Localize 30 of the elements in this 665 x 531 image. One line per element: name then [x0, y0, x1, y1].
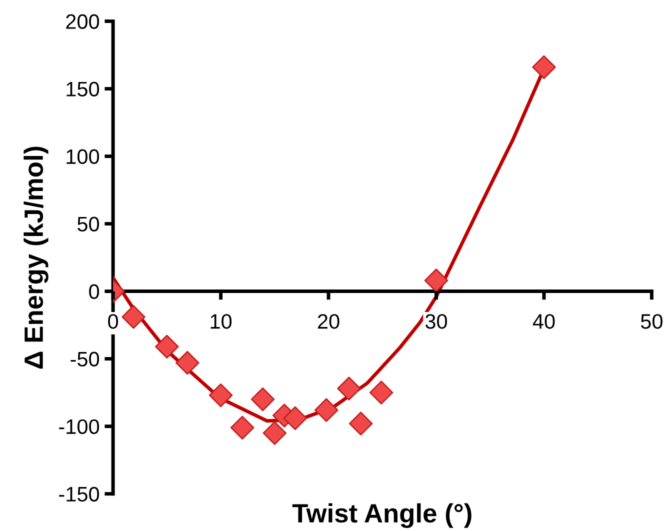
point — [230, 416, 254, 440]
y-tick-label: 0 — [89, 284, 100, 300]
y-axis-title: Δ Energy (kJ/mol) — [24, 146, 48, 369]
x-tick-label: 30 — [425, 314, 448, 329]
y-tick-label: 50 — [78, 216, 100, 232]
x-tick-label: 40 — [532, 314, 555, 329]
point — [208, 383, 233, 408]
point — [424, 268, 448, 292]
y-tick-label: 100 — [66, 149, 100, 164]
point — [175, 350, 200, 375]
y-tick-label: 200 — [66, 14, 100, 29]
point — [283, 406, 308, 430]
x-tick-label: 50 — [640, 314, 662, 329]
y-tick-label: 150 — [66, 82, 100, 97]
point — [250, 387, 275, 412]
point — [532, 55, 556, 80]
point — [262, 421, 287, 445]
x-tick-label: 10 — [210, 314, 232, 329]
point — [314, 398, 338, 422]
x-axis-title: Twist Angle (°) — [292, 503, 472, 528]
point — [369, 380, 394, 404]
x-tick-label: 20 — [318, 314, 340, 329]
point — [337, 376, 361, 400]
y-tick-label: -150 — [59, 486, 100, 502]
point — [348, 412, 373, 436]
x-tick-label: 0 — [108, 314, 118, 329]
y-tick-label: -50 — [70, 352, 100, 367]
y-tick-label: -100 — [59, 419, 100, 434]
point — [155, 334, 179, 359]
point — [122, 305, 146, 329]
